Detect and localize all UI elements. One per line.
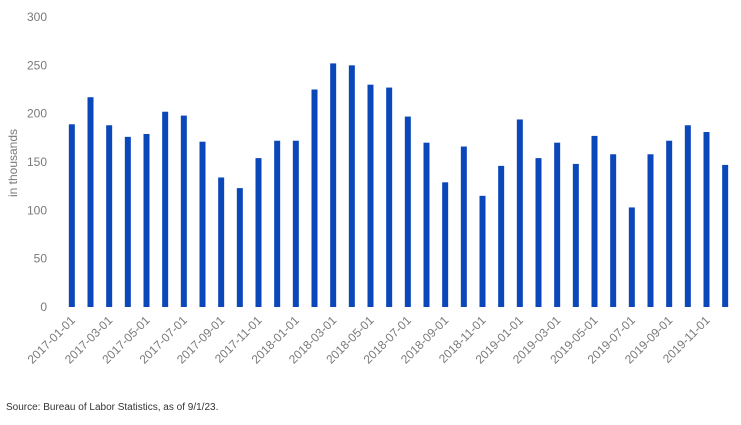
bar (498, 165, 505, 307)
y-tick-label: 150 (27, 155, 47, 169)
y-tick-label: 250 (27, 58, 47, 72)
bar (404, 116, 411, 307)
bar (591, 135, 598, 307)
y-tick-label: 0 (40, 300, 47, 314)
bar (572, 163, 579, 307)
bars-group (68, 63, 729, 308)
bar (684, 125, 691, 308)
bar (274, 140, 281, 307)
source-note: Source: Bureau of Labor Statistics, as o… (6, 402, 219, 413)
bar (180, 115, 187, 307)
bar (255, 158, 262, 307)
bar (348, 65, 355, 307)
bar (460, 146, 467, 307)
bar (442, 182, 449, 307)
bar (479, 195, 486, 307)
bar (311, 89, 318, 307)
bar (106, 125, 113, 308)
bar (68, 124, 75, 307)
bar (628, 207, 635, 307)
bar (218, 177, 225, 307)
y-axis-label: in thousands (6, 129, 20, 197)
bar (423, 142, 430, 307)
bar (647, 154, 654, 307)
bar (143, 133, 150, 307)
bar (703, 132, 710, 307)
y-tick-label: 300 (27, 10, 47, 24)
bar (516, 119, 523, 307)
bar (87, 97, 94, 307)
bar (236, 188, 243, 307)
bar (330, 63, 337, 308)
bar (162, 111, 169, 307)
bar (199, 141, 206, 307)
bar (722, 164, 729, 307)
bar (386, 87, 393, 307)
bar (610, 154, 617, 307)
bar (367, 84, 374, 307)
bar (554, 142, 561, 307)
bar (292, 140, 299, 307)
x-axis-ticks: 2017-01-012017-03-012017-05-012017-07-01… (25, 313, 713, 367)
y-tick-label: 100 (27, 203, 47, 217)
y-tick-label: 200 (27, 107, 47, 121)
bar (666, 140, 673, 307)
bar (535, 158, 542, 307)
y-axis-ticks: 0 50 100 150 200 250 300 (27, 10, 47, 314)
bar (124, 136, 131, 307)
y-tick-label: 50 (34, 252, 48, 266)
